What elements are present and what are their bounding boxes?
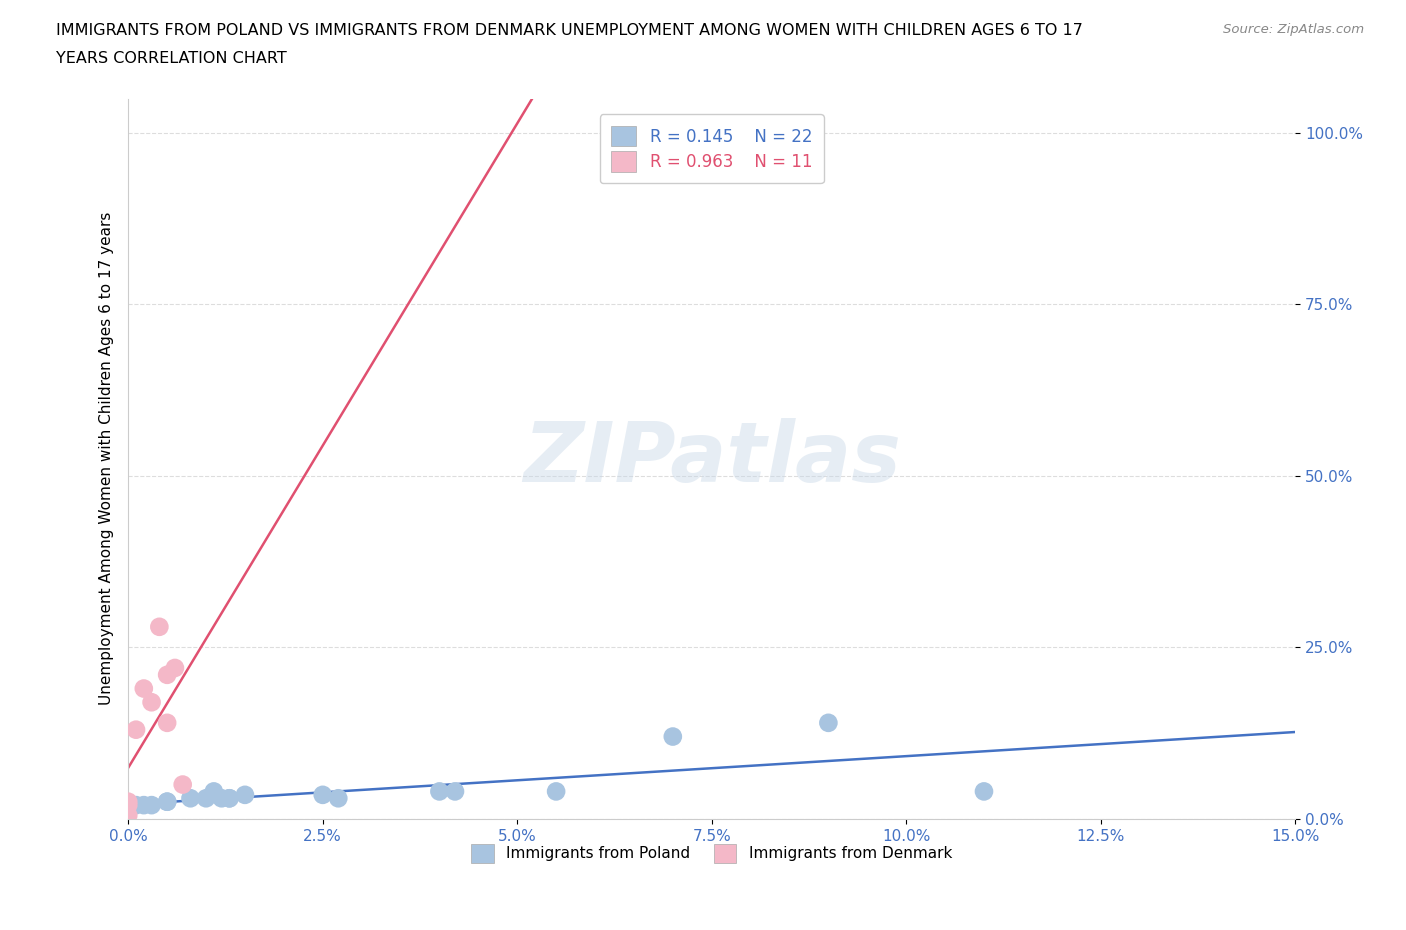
- Point: [117, 801, 139, 816]
- Point: [546, 784, 568, 799]
- Point: [328, 790, 350, 805]
- Point: [817, 715, 839, 730]
- Point: [202, 784, 225, 799]
- Point: [195, 790, 218, 805]
- Point: [312, 788, 335, 803]
- Point: [117, 798, 139, 813]
- Point: [117, 808, 139, 823]
- Text: IMMIGRANTS FROM POLAND VS IMMIGRANTS FROM DENMARK UNEMPLOYMENT AMONG WOMEN WITH : IMMIGRANTS FROM POLAND VS IMMIGRANTS FRO…: [56, 23, 1083, 38]
- Point: [156, 715, 179, 730]
- Point: [141, 798, 163, 813]
- Point: [156, 794, 179, 809]
- Point: [117, 794, 139, 809]
- Point: [132, 681, 155, 696]
- Point: [141, 695, 163, 710]
- Point: [125, 798, 148, 813]
- Point: [973, 784, 995, 799]
- Text: YEARS CORRELATION CHART: YEARS CORRELATION CHART: [56, 51, 287, 66]
- Point: [163, 660, 186, 675]
- Point: [125, 723, 148, 737]
- Point: [132, 798, 155, 813]
- Point: [429, 784, 451, 799]
- Point: [117, 798, 139, 813]
- Point: [179, 790, 201, 805]
- Text: ZIPatlas: ZIPatlas: [523, 418, 901, 499]
- Point: [156, 668, 179, 683]
- Text: Source: ZipAtlas.com: Source: ZipAtlas.com: [1223, 23, 1364, 36]
- Point: [172, 777, 194, 792]
- Legend: Immigrants from Poland, Immigrants from Denmark: Immigrants from Poland, Immigrants from …: [465, 838, 957, 869]
- Point: [233, 788, 256, 803]
- Point: [218, 790, 240, 805]
- Point: [148, 619, 170, 634]
- Point: [662, 729, 685, 744]
- Y-axis label: Unemployment Among Women with Children Ages 6 to 17 years: Unemployment Among Women with Children A…: [100, 212, 114, 706]
- Point: [156, 794, 179, 809]
- Point: [218, 790, 240, 805]
- Point: [211, 790, 233, 805]
- Point: [444, 784, 467, 799]
